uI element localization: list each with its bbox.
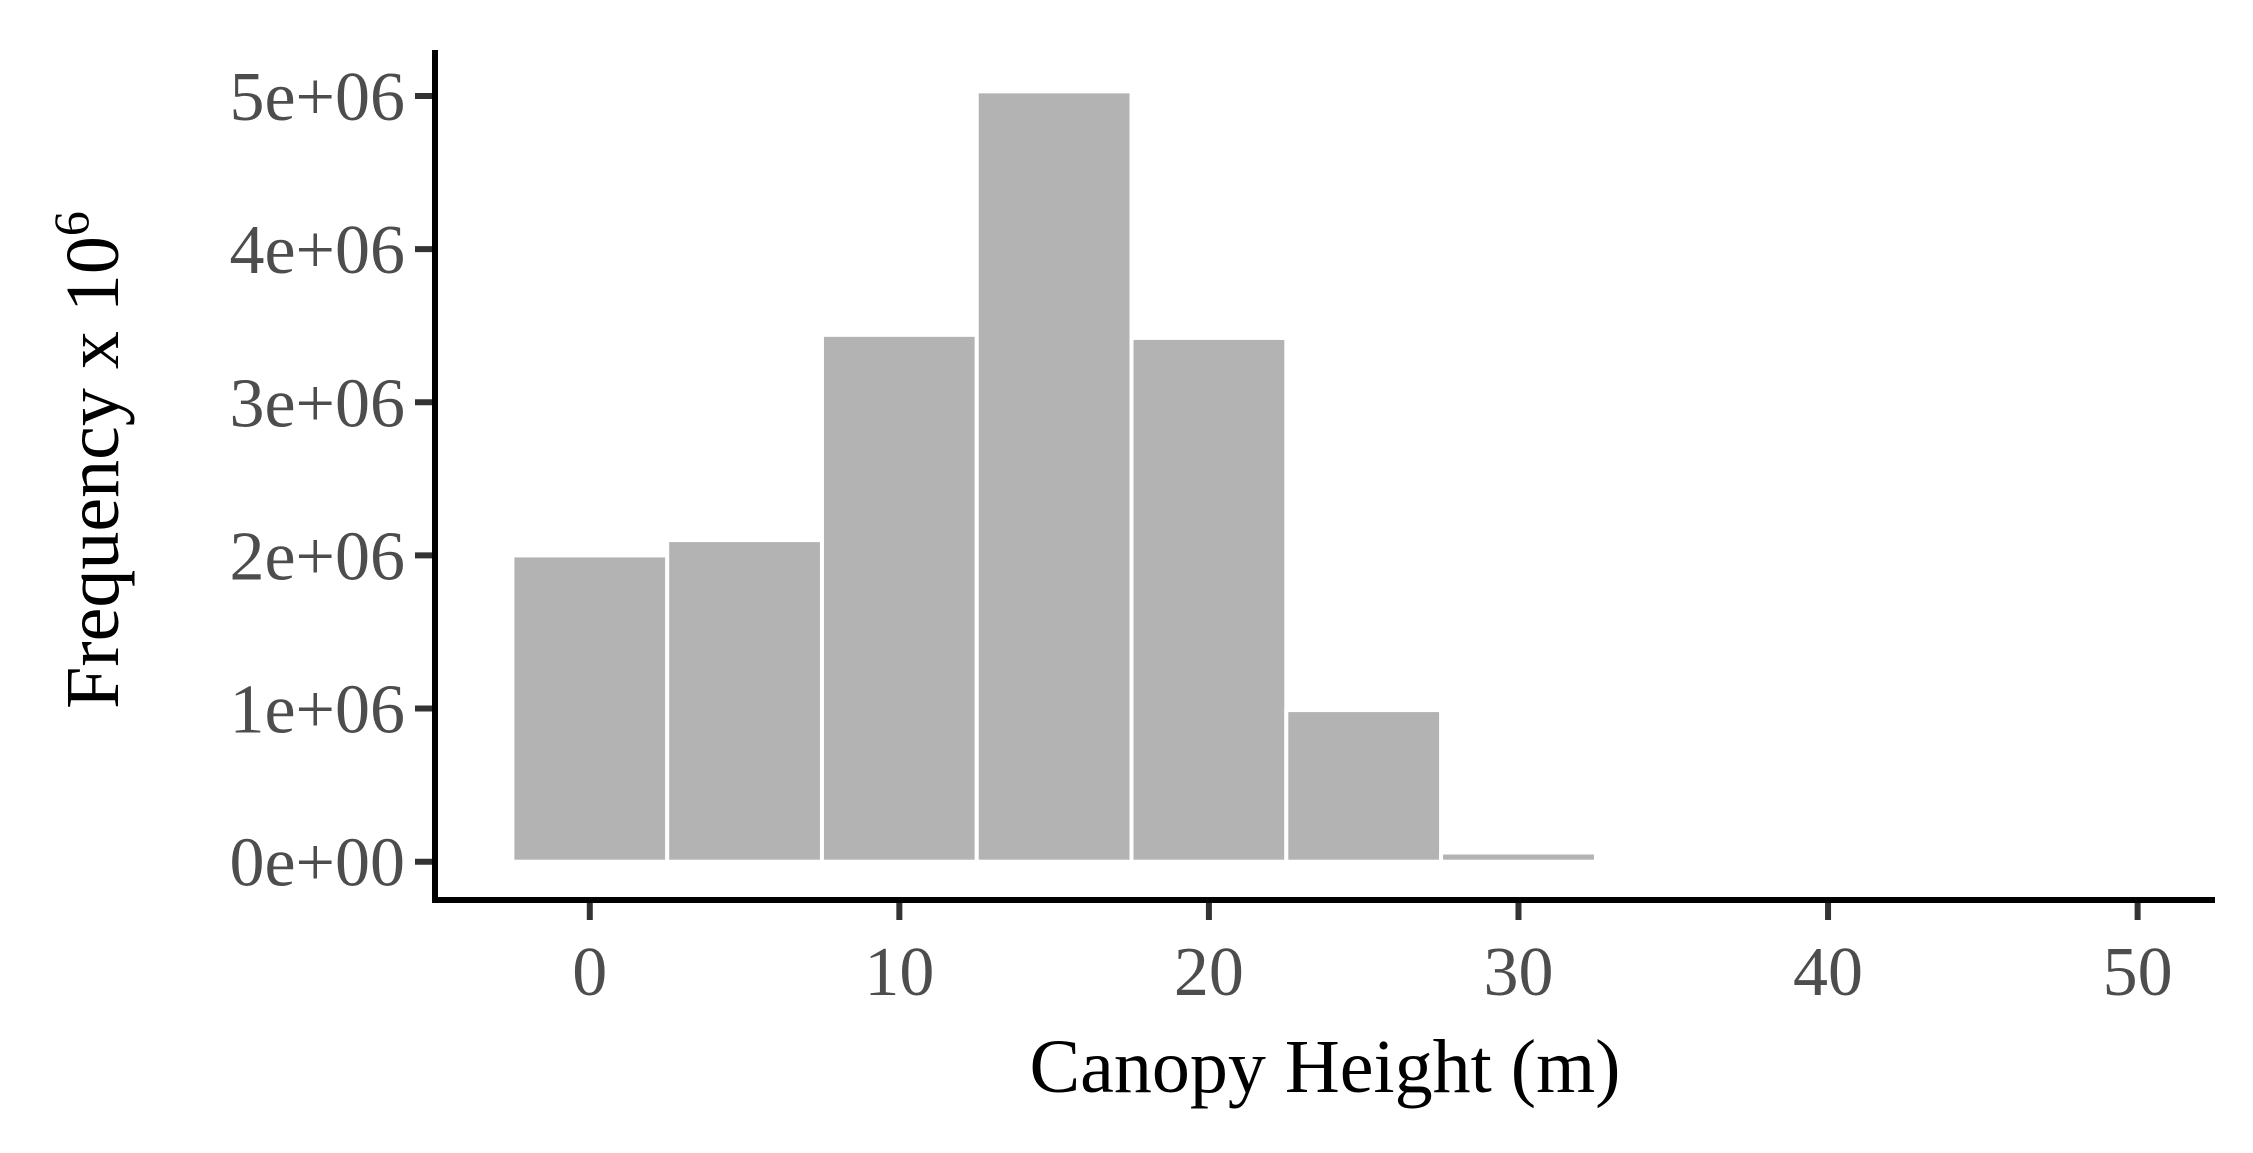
y-axis-title-exponent: 6 [43, 211, 99, 236]
x-tick-label-3: 30 [1483, 934, 1553, 1011]
histogram-bar-6 [1439, 850, 1598, 864]
histogram-bar-2 [819, 332, 979, 864]
histogram-bar-0 [510, 553, 670, 864]
x-axis-title: Canopy Height (m) [1029, 1025, 1620, 1109]
y-axis-title-main: Frequency x 10 [51, 236, 135, 709]
y-tick-label-4: 4e+06 [229, 212, 405, 289]
histogram-bar-5 [1284, 708, 1444, 864]
y-tick-label-5: 5e+06 [229, 59, 405, 136]
x-axis-ticks: 0 10 20 30 40 50 [572, 900, 2173, 1011]
histogram-bar-4 [1129, 335, 1289, 864]
x-tick-label-5: 50 [2103, 934, 2173, 1011]
y-axis-ticks: 0e+00 1e+06 2e+06 3e+06 4e+06 5e+06 [229, 59, 435, 902]
y-tick-label-0: 0e+00 [229, 825, 405, 902]
y-tick-label-2: 2e+06 [229, 518, 405, 595]
y-axis-title: Frequency x 106 [43, 211, 135, 709]
x-tick-label-0: 0 [572, 934, 607, 1011]
histogram-bar-3 [974, 89, 1134, 864]
x-tick-label-4: 40 [1793, 934, 1863, 1011]
y-tick-label-3: 3e+06 [229, 365, 405, 442]
y-tick-label-1: 1e+06 [229, 672, 405, 749]
histogram-bar-1 [665, 538, 824, 864]
x-tick-label-1: 10 [864, 934, 934, 1011]
bars-group [510, 89, 1598, 864]
x-tick-label-2: 20 [1174, 934, 1244, 1011]
